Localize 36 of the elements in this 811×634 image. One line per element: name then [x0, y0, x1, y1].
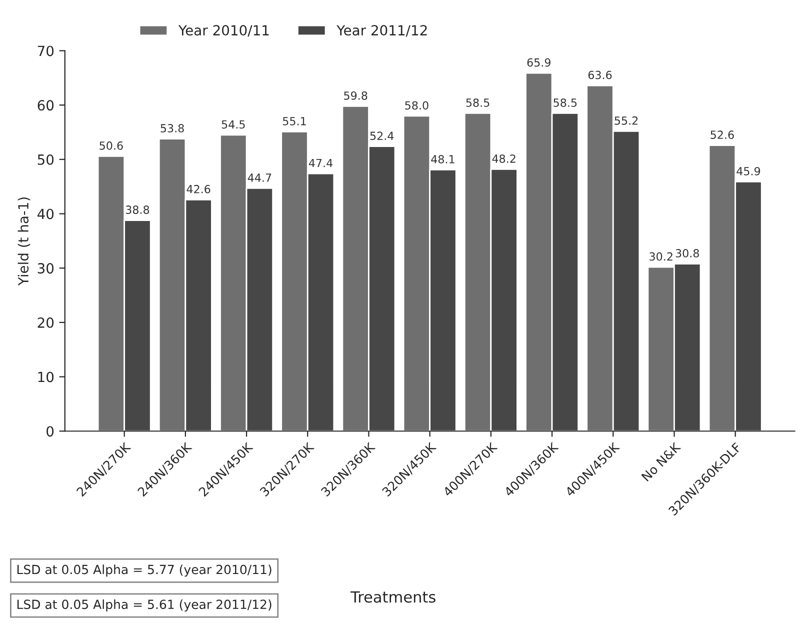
y-tick-label: 40 [37, 208, 54, 220]
data-label: 58.5 [554, 98, 577, 107]
text: LSD at 0.05 Alpha = 5.77 (year 2010/11) [17, 564, 272, 577]
data-label: 63.6 [588, 70, 612, 80]
data-label: 44.7 [248, 174, 272, 182]
data-label: 42.6 [186, 184, 210, 194]
data-label: 58.5 [466, 98, 490, 107]
legend-label: Year 2010/11 [178, 25, 269, 37]
data-label: 38.8 [126, 206, 150, 214]
data-label: 30.2 [650, 252, 672, 261]
y-tick-label: 70 [38, 46, 54, 56]
data-label: 48.1 [431, 155, 454, 164]
text: LSD at 0.05 Alpha = 5.61 (year 2011/12) [17, 599, 272, 612]
y-tick-label: 20 [38, 317, 54, 328]
data-label: 55.1 [282, 117, 306, 126]
y-tick-label: 50 [38, 154, 54, 165]
data-label: 58.0 [405, 101, 428, 110]
data-label: 47.4 [308, 158, 333, 168]
y-tick-label: 60 [38, 100, 54, 111]
y-tick-label: 10 [38, 372, 54, 382]
y-tick-label: 0 [46, 426, 54, 437]
data-label: 45.9 [736, 166, 760, 176]
legend-label: Year 2011/12 [336, 25, 427, 37]
data-label: 54.5 [222, 120, 245, 129]
data-label: 55.2 [614, 116, 638, 125]
y-axis-title: Yield (t ha-1) [18, 197, 30, 286]
data-label: 52.4 [370, 132, 394, 140]
x-axis-title: Treatments [350, 591, 436, 603]
data-label: 53.8 [160, 124, 184, 132]
data-label: 48.2 [492, 154, 516, 163]
data-label: 59.8 [344, 91, 368, 100]
data-label: 50.6 [100, 141, 123, 150]
data-label: 30.8 [676, 249, 699, 258]
data-label: 52.6 [710, 130, 734, 139]
y-tick-label: 30 [38, 263, 54, 274]
data-label: 65.9 [527, 58, 550, 67]
